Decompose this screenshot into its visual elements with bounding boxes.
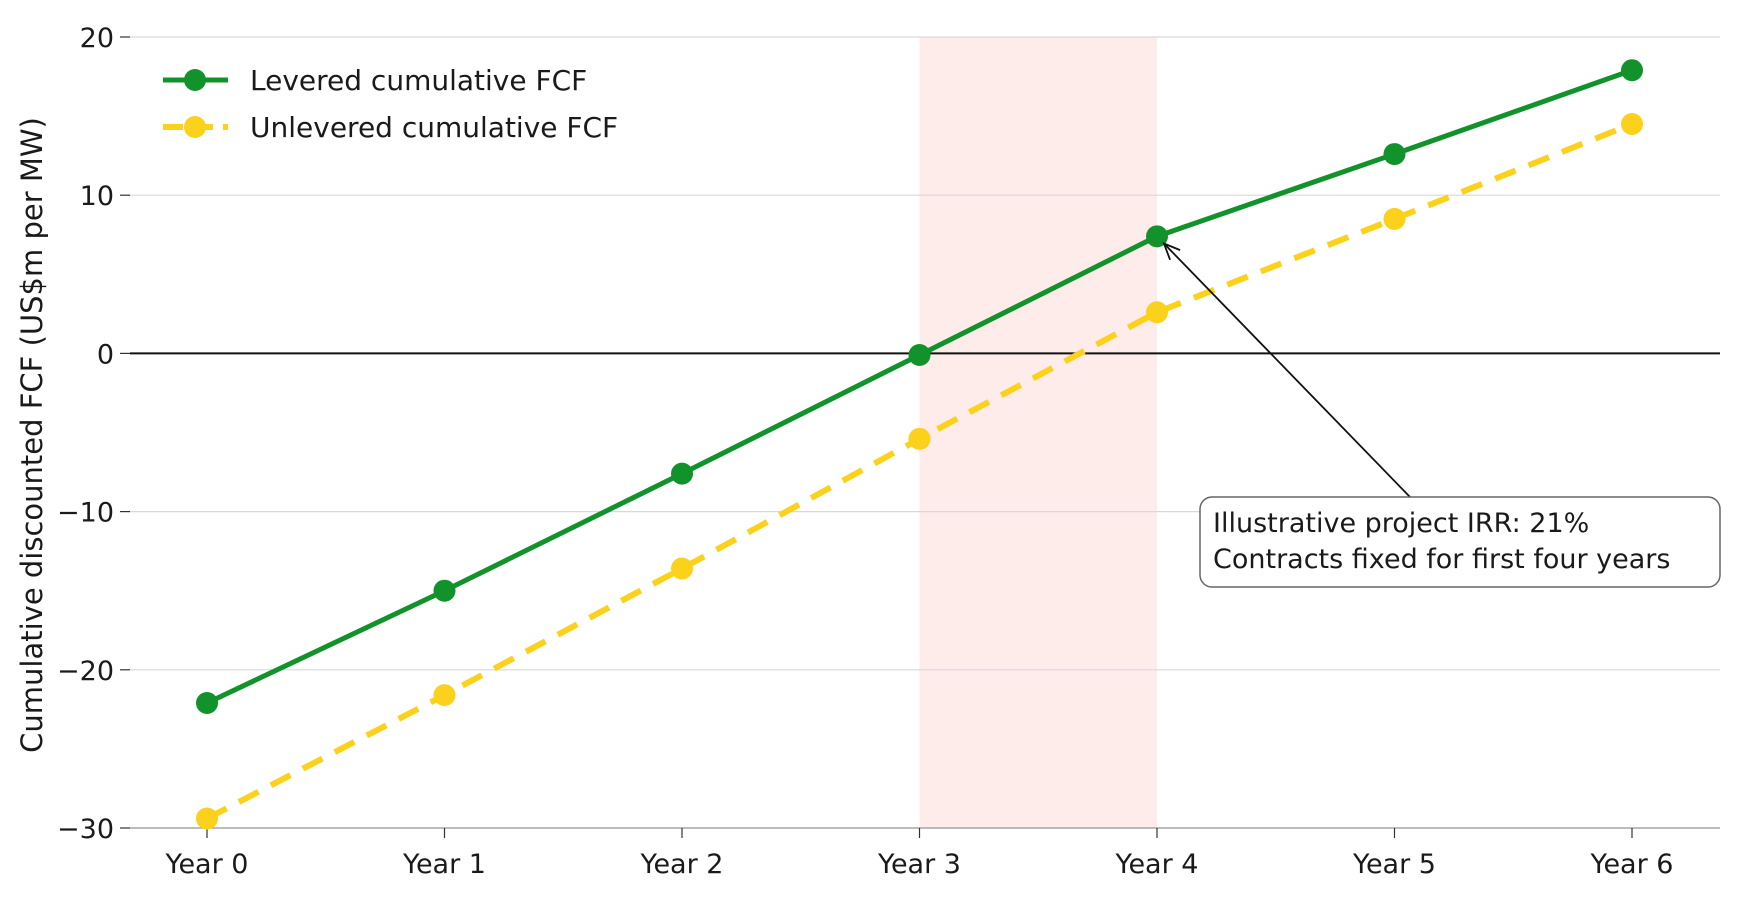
y-tick-label: −30	[57, 814, 114, 845]
annotation-text: Illustrative project IRR: 21%	[1213, 508, 1589, 539]
annotation-arrowhead	[1162, 241, 1181, 261]
series-point	[1383, 207, 1406, 230]
x-tick-label: Year 4	[1115, 849, 1199, 880]
legend-entry: Unlevered cumulative FCF	[250, 111, 618, 144]
series-point	[908, 343, 931, 366]
series-point	[196, 692, 218, 715]
x-tick-label: Year 5	[1352, 849, 1436, 880]
x-tick-label: Year 2	[640, 849, 724, 880]
x-tick-label: Year 1	[402, 849, 486, 880]
series-point	[1146, 225, 1168, 248]
series-point	[671, 557, 693, 580]
y-tick-label: 0	[97, 339, 114, 370]
series-point	[196, 807, 218, 830]
x-tick-label: Year 6	[1590, 849, 1674, 880]
series-point	[1383, 143, 1406, 166]
series-point	[908, 427, 931, 450]
annotation-box	[1199, 496, 1721, 588]
series-point	[1621, 113, 1643, 136]
y-tick-label: 20	[80, 23, 114, 54]
series-point	[433, 684, 456, 707]
legend-marker	[184, 69, 206, 91]
series-point	[1146, 301, 1168, 324]
x-tick-label: Year 0	[165, 849, 249, 880]
series-point	[671, 462, 693, 485]
y-tick-label: −20	[57, 656, 114, 687]
annotation-arrow	[1163, 242, 1411, 498]
series-point	[1621, 59, 1643, 82]
legend-entry: Levered cumulative FCF	[250, 64, 587, 97]
legend-marker	[184, 116, 206, 138]
x-tick-label: Year 3	[877, 849, 961, 880]
annotation-text: Contracts fixed for first four years	[1213, 544, 1670, 575]
shaded-region	[919, 37, 1157, 828]
y-axis-label: Cumulative discounted FCF (US$m per MW)	[15, 117, 49, 753]
y-tick-label: 10	[80, 181, 114, 212]
y-tick-label: −10	[57, 498, 114, 529]
series-point	[433, 579, 456, 602]
